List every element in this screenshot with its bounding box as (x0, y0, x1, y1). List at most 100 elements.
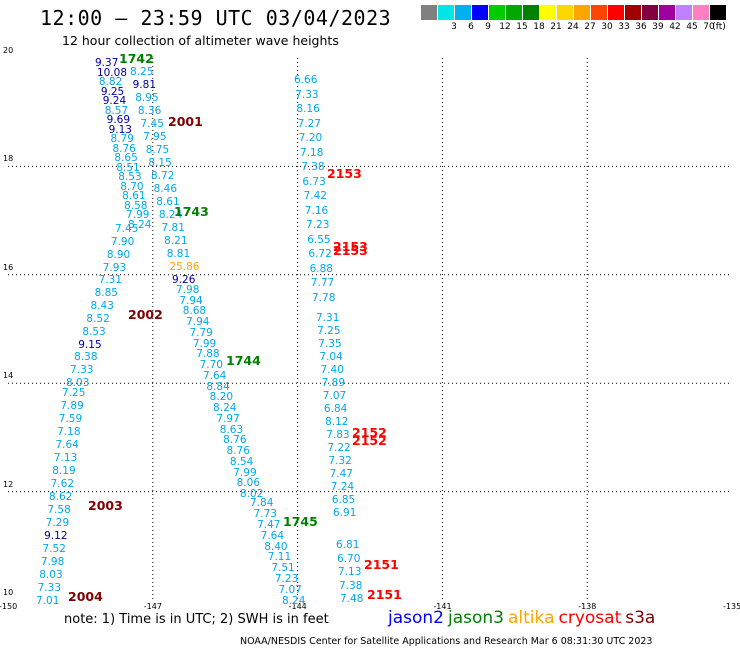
scale-swatch (591, 5, 607, 20)
pass-number-label: 2153 (333, 243, 368, 258)
wave-height-value: 7.33 (70, 364, 94, 377)
wave-height-value: 8.76 (223, 434, 247, 447)
wave-height-value: 7.62 (50, 478, 75, 490)
x-tick-label: -144 (288, 602, 307, 611)
y-tick-label: 10 (3, 588, 14, 597)
wave-height-value: 7.13 (53, 452, 78, 464)
wave-height-value: 7.25 (62, 387, 86, 399)
wave-height-value: 6.91 (333, 507, 357, 519)
scale-swatch (506, 5, 522, 20)
wave-height-value: 10.08 (96, 66, 127, 79)
wave-height-value: 7.88 (196, 348, 220, 361)
wave-height-value: 8.51 (116, 161, 140, 174)
x-tick-label: -141 (433, 602, 452, 611)
scale-label: 45 (686, 22, 698, 32)
wave-height-value: 8.76 (226, 445, 250, 458)
wave-height-value: 8.63 (219, 423, 244, 436)
wave-height-value: 7.94 (179, 294, 203, 307)
wave-height-value: 8.16 (296, 103, 320, 116)
wave-height-value: 7.47 (257, 518, 281, 531)
legend-jason2: jason2 (388, 608, 444, 628)
wave-height-value: 8.24 (213, 402, 237, 415)
scale-label: 21 (550, 22, 562, 32)
pass-number-label: 1743 (174, 204, 209, 219)
scale-label: 9 (485, 22, 491, 32)
wave-height-value: 8.79 (110, 133, 134, 146)
wave-height-value: 7.95 (143, 131, 167, 143)
scale-label: 27 (584, 22, 596, 32)
wave-height-value: 7.33 (37, 582, 62, 594)
wave-height-value: 8.85 (94, 287, 118, 300)
satellite-legend: jason2 jason3 altika cryosat s3a (388, 608, 659, 628)
scale-label: 18 (533, 22, 545, 32)
wave-height-value: 7.79 (189, 326, 213, 339)
wave-height-value: 6.85 (331, 494, 356, 506)
wave-height-value: 6.88 (309, 262, 333, 275)
pass-number-label: 2153 (333, 239, 368, 254)
scale-swatch (659, 5, 675, 20)
wave-height-value: 7.81 (161, 222, 185, 234)
wave-height-value: 8.38 (74, 351, 98, 364)
wave-height-value: 7.29 (45, 517, 70, 529)
wave-height-value: 7.64 (260, 529, 285, 542)
wave-height-value: 7.23 (306, 219, 330, 232)
wave-height-value: 7.83 (326, 429, 350, 441)
wave-height-value: 7.89 (60, 400, 84, 412)
wave-height-value: 8.54 (229, 455, 254, 468)
wave-height-value: 8.21 (164, 235, 188, 247)
pass-number-label: 2151 (367, 587, 402, 602)
credit-line: NOAA/NESDIS Center for Satellite Applica… (240, 636, 653, 647)
wave-height-value: 8.84 (206, 380, 230, 393)
scale-swatch (523, 5, 539, 20)
wave-height-value: 6.81 (336, 539, 360, 551)
wave-height-value: 7.99 (192, 337, 217, 350)
wave-height-value: 7.64 (55, 439, 79, 451)
scale-label: 6 (468, 22, 474, 32)
wave-height-value: 7.27 (297, 117, 321, 130)
x-tick-label: -135 (723, 602, 740, 611)
wave-height-value: 8.82 (98, 76, 123, 89)
wave-height-value: 7.01 (36, 595, 60, 607)
wave-height-value: 7.98 (40, 556, 65, 568)
wave-height-value: 9.24 (102, 95, 127, 108)
wave-height-value: 8.06 (236, 477, 261, 490)
wave-height-value: 7.78 (312, 292, 336, 304)
wave-height-value: 8.24 (282, 595, 306, 607)
wave-height-value: 7.20 (298, 132, 323, 145)
wave-height-value: 7.89 (321, 377, 346, 389)
scale-label: 30 (601, 22, 613, 32)
scale-label: 24 (567, 22, 579, 32)
wave-height-value: 9.69 (106, 114, 131, 127)
pass-number-label: 2001 (168, 114, 203, 129)
scale-label: 3 (451, 22, 457, 32)
wave-height-value: 7.45 (140, 118, 164, 130)
x-tick-label: -138 (578, 602, 597, 611)
wave-height-value: 8.46 (153, 183, 178, 195)
wave-height-value: 7.38 (339, 579, 363, 592)
wave-height-value: 7.38 (301, 161, 325, 174)
scale-swatch (676, 5, 692, 20)
wave-height-value: 9.12 (44, 530, 68, 542)
wave-height-value: 6.73 (302, 175, 326, 188)
wave-height-value: 8.19 (52, 465, 76, 477)
wave-height-value: 9.13 (108, 123, 132, 136)
pass-number-label: 1745 (283, 514, 318, 529)
scale-swatch (455, 5, 471, 20)
scale-swatch (489, 5, 505, 20)
wave-height-value: 8.43 (90, 300, 114, 312)
wave-height-value: 7.51 (271, 562, 295, 575)
y-tick-label: 20 (3, 46, 14, 55)
scale-label: 36 (635, 22, 647, 32)
y-tick-label: 12 (3, 479, 14, 489)
wave-height-value: 7.18 (300, 146, 324, 159)
scale-label: 42 (669, 22, 681, 32)
wave-height-value: 7.23 (274, 573, 299, 586)
wave-height-value: 7.25 (317, 325, 341, 337)
scale-swatch (557, 5, 573, 20)
wave-height-value: 9.37 (95, 57, 119, 69)
wave-height-value: 7.16 (304, 204, 329, 217)
legend-jason3: jason3 (448, 608, 504, 628)
pass-number-label: 2002 (128, 307, 163, 322)
wave-height-value: 7.31 (98, 274, 123, 287)
